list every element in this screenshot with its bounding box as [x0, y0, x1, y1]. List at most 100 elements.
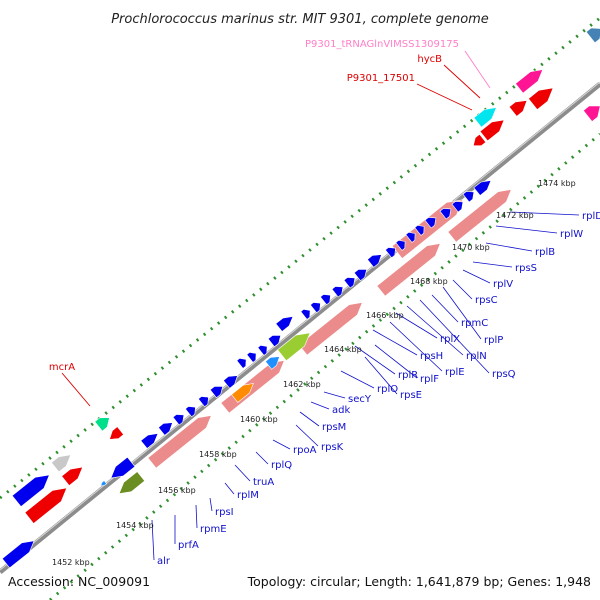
- leader-line: [443, 64, 481, 99]
- gene-arrow: [172, 414, 185, 426]
- gene-arrow: [197, 396, 209, 408]
- gene-arrow: [405, 231, 416, 243]
- gene-arrow: [331, 286, 344, 298]
- leader-line: [354, 345, 396, 375]
- gene-label-rpmE: rpmE: [200, 524, 227, 535]
- gene-arrow: [157, 422, 173, 436]
- rrna-block: [147, 415, 212, 469]
- tick-label: 1472 kbp: [496, 211, 534, 220]
- gene-label-rpoA: rpoA: [293, 445, 317, 456]
- leader-line: [452, 279, 473, 300]
- gene-arrow: [309, 302, 321, 314]
- tick-label: 1458 kbp: [199, 450, 237, 459]
- gene-label-rpsQ: rpsQ: [492, 369, 516, 380]
- gene-arrow: [451, 201, 464, 213]
- rrna-block: [298, 302, 363, 356]
- gene-label-rpmC: rpmC: [461, 318, 488, 329]
- tick-label: 1466 kbp: [366, 311, 404, 320]
- gene-arrow: [439, 208, 452, 220]
- label-leader-lines: [61, 50, 580, 561]
- gene-label-rplP: rplP: [484, 335, 503, 346]
- gene-arrow: [582, 105, 600, 122]
- gene-arrow: [100, 480, 108, 487]
- gene-arrow: [472, 133, 487, 147]
- gene-arrow: [246, 351, 257, 363]
- map-title: Prochlorococcus marinus str. MIT 9301, c…: [111, 12, 489, 27]
- leader-line: [442, 286, 482, 340]
- gene-arrow: [209, 385, 224, 399]
- tick-label: 1462 kbp: [283, 380, 321, 389]
- leader-line: [485, 242, 533, 252]
- gene-arrow: [343, 277, 356, 289]
- gene-arrow: [473, 107, 497, 128]
- gene-arrow: [61, 466, 84, 487]
- leader-line: [224, 482, 235, 495]
- gene-arrow: [264, 356, 280, 370]
- position-ticks: 1452 kbp 1454 kbp 1456 kbp 1458 kbp 1460 kbp…: [52, 179, 576, 567]
- tick-label: 1464 kbp: [324, 345, 362, 354]
- gene-arrow: [353, 268, 368, 282]
- genome-backbone: [0, 81, 600, 574]
- leader-line: [310, 401, 330, 410]
- gene-label-trna-gln: P9301_tRNAGlnVIMSS1309175: [305, 39, 459, 50]
- gene-arrow: [515, 69, 544, 94]
- leader-line: [389, 321, 443, 372]
- tick-label: 1468 kbp: [410, 277, 448, 286]
- leader-line: [272, 439, 291, 450]
- gene-arrow: [24, 487, 68, 524]
- gene-arrow: [384, 247, 396, 259]
- gene-label-rplW: rplW: [560, 229, 583, 240]
- tick-label: 1460 kbp: [240, 415, 278, 424]
- leader-line: [364, 356, 398, 395]
- gene-label-rpsM: rpsM: [322, 422, 346, 433]
- gene-arrow: [319, 294, 331, 306]
- leader-line: [472, 261, 513, 268]
- gene-arrow: [414, 224, 425, 236]
- gene-arrow: [50, 454, 72, 473]
- leader-line: [462, 269, 491, 284]
- gene-arrow: [184, 406, 196, 418]
- gene-label-mcrA: mcrA: [49, 362, 75, 373]
- gene-label-rplV: rplV: [493, 279, 513, 290]
- leader-line: [431, 294, 459, 323]
- gene-label-secY: secY: [348, 394, 372, 405]
- gene-arrow: [300, 308, 311, 320]
- gene-arrow: [366, 254, 382, 268]
- gene-label-alr: alr: [157, 556, 171, 567]
- leader-line: [495, 225, 558, 234]
- leader-line: [372, 329, 418, 356]
- gene-label-truA: truA: [253, 477, 274, 488]
- gene-arrow: [395, 239, 406, 251]
- tick-label: 1454 kbp: [116, 521, 154, 530]
- gene-features: [1, 27, 600, 569]
- leader-line: [61, 372, 91, 407]
- gene-label-rpsI: rpsI: [215, 507, 234, 518]
- gene-arrow: [140, 433, 159, 449]
- gene-arrow: [222, 375, 238, 389]
- gene-arrow: [118, 471, 146, 495]
- leader-line: [464, 50, 491, 89]
- gene-arrow: [277, 332, 311, 362]
- gene-arrow: [94, 417, 110, 432]
- gene-label-rplF: rplF: [420, 374, 439, 385]
- rrna-block: [447, 189, 512, 243]
- gene-label-P9301_17501: P9301_17501: [347, 73, 415, 84]
- gc-dots-outer: [0, 16, 600, 500]
- gene-arrow: [109, 426, 125, 440]
- leader-line: [395, 312, 438, 339]
- leader-line: [509, 211, 580, 216]
- gene-label-rplQ: rplQ: [271, 460, 292, 471]
- tick-label: 1452 kbp: [52, 558, 90, 567]
- gene-label-rpsS: rpsS: [515, 263, 537, 274]
- gene-label-rplB: rplB: [535, 247, 555, 258]
- gene-arrow: [508, 100, 528, 117]
- tick-label: 1474 kbp: [538, 179, 576, 188]
- gene-label-rpsK: rpsK: [321, 442, 344, 453]
- gene-label-rpsH: rpsH: [420, 351, 443, 362]
- gene-label-rplM: rplM: [237, 490, 259, 501]
- gene-arrow: [585, 27, 600, 44]
- gene-arrow: [275, 316, 294, 332]
- gene-label-rpsE: rpsE: [400, 390, 422, 401]
- gc-dots-inner: [49, 132, 600, 600]
